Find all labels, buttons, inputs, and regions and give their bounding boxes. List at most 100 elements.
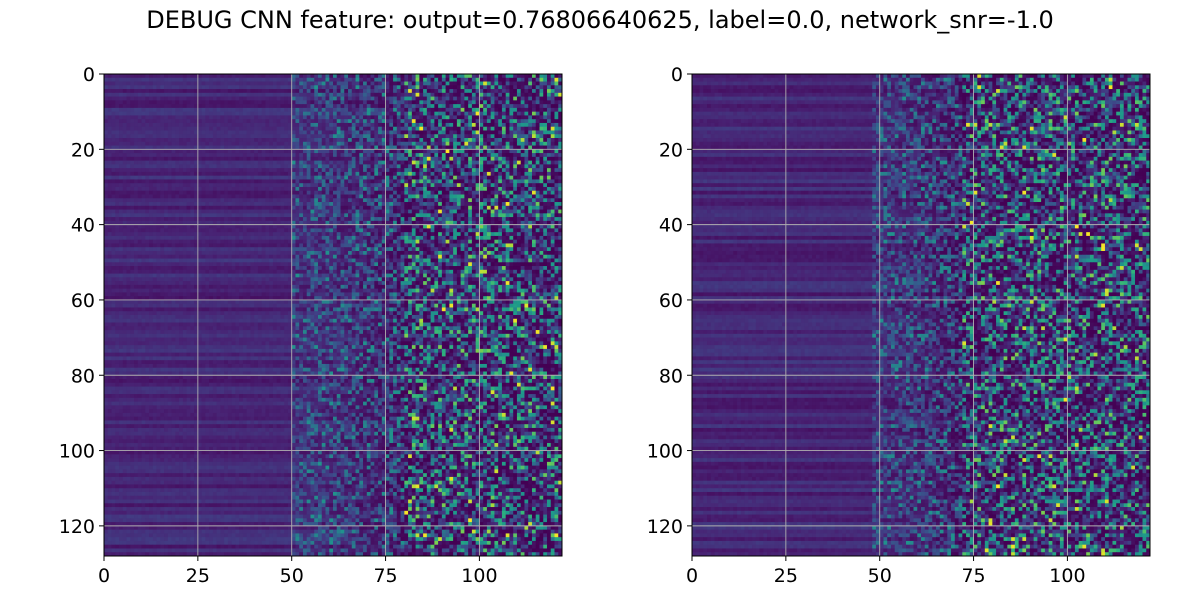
heatmap-cell <box>442 172 446 176</box>
heatmap-cell <box>217 93 221 97</box>
heatmap-cell <box>265 123 269 127</box>
heatmap-cell <box>213 74 217 78</box>
heatmap-cell <box>509 210 513 214</box>
heatmap-cell <box>142 112 146 116</box>
heatmap-cell <box>513 176 517 180</box>
heatmap-cell <box>262 85 266 89</box>
heatmap-cell <box>367 187 371 191</box>
heatmap-cell <box>273 138 277 142</box>
heatmap-cell <box>374 202 378 206</box>
heatmap-cell <box>108 206 112 210</box>
heatmap-cell <box>416 119 420 123</box>
heatmap-cell <box>209 119 213 123</box>
heatmap-cell <box>247 176 251 180</box>
heatmap-cell <box>322 202 326 206</box>
heatmap-cell <box>487 195 491 199</box>
heatmap-cell <box>172 195 176 199</box>
heatmap-cell <box>292 179 296 183</box>
heatmap-cell <box>134 108 138 112</box>
heatmap-cell <box>491 161 495 165</box>
heatmap-cell <box>164 142 168 146</box>
heatmap-cell <box>502 213 506 217</box>
heatmap-cell <box>547 149 551 153</box>
heatmap-cell <box>416 82 420 86</box>
heatmap-cell <box>502 85 506 89</box>
heatmap-cell <box>528 195 532 199</box>
heatmap-cell <box>483 206 487 210</box>
heatmap-cell <box>521 134 525 138</box>
heatmap-cell <box>539 195 543 199</box>
heatmap-cell <box>247 210 251 214</box>
heatmap-cell <box>498 97 502 101</box>
heatmap-cell <box>389 108 393 112</box>
heatmap-cell <box>217 191 221 195</box>
heatmap-cell <box>547 206 551 210</box>
heatmap-cell <box>269 123 273 127</box>
heatmap-cell <box>119 161 123 165</box>
heatmap-cell <box>532 115 536 119</box>
heatmap-cell <box>378 164 382 168</box>
heatmap-cell <box>348 138 352 142</box>
heatmap-cell <box>205 115 209 119</box>
heatmap-cell <box>341 168 345 172</box>
heatmap-cell <box>344 104 348 108</box>
heatmap-cell <box>371 123 375 127</box>
heatmap-cell <box>205 225 209 229</box>
heatmap-cell <box>175 153 179 157</box>
heatmap-cell <box>329 108 333 112</box>
heatmap-cell <box>228 176 232 180</box>
heatmap-cell <box>461 138 465 142</box>
heatmap-cell <box>329 74 333 78</box>
heatmap-cell <box>404 112 408 116</box>
heatmap-cell <box>112 97 116 101</box>
heatmap-cell <box>464 168 468 172</box>
heatmap-cell <box>453 134 457 138</box>
heatmap-cell <box>442 187 446 191</box>
heatmap-cell <box>352 100 356 104</box>
heatmap-cell <box>517 138 521 142</box>
heatmap-cell <box>243 142 247 146</box>
heatmap-cell <box>295 225 299 229</box>
heatmap-cell <box>164 130 168 134</box>
heatmap-cell <box>213 157 217 161</box>
heatmap-cell <box>468 82 472 86</box>
heatmap-cell <box>217 119 221 123</box>
heatmap-cell <box>322 153 326 157</box>
heatmap-cell <box>483 225 487 229</box>
heatmap-cell <box>142 217 146 221</box>
heatmap-cell <box>213 93 217 97</box>
heatmap-cell <box>352 157 356 161</box>
heatmap-cell <box>258 217 262 221</box>
heatmap-cell <box>265 138 269 142</box>
heatmap-cell <box>329 138 333 142</box>
heatmap-cell <box>108 123 112 127</box>
heatmap-cell <box>479 183 483 187</box>
heatmap-cell <box>104 213 108 217</box>
heatmap-cell <box>224 74 228 78</box>
heatmap-cell <box>209 134 213 138</box>
heatmap-cell <box>228 130 232 134</box>
heatmap-cell <box>551 187 555 191</box>
heatmap-cell <box>356 195 360 199</box>
heatmap-cell <box>243 210 247 214</box>
heatmap-cell <box>224 78 228 82</box>
heatmap-cell <box>329 112 333 116</box>
heatmap-cell <box>506 104 510 108</box>
heatmap-cell <box>239 164 243 168</box>
heatmap-cell <box>303 112 307 116</box>
heatmap-cell <box>408 123 412 127</box>
heatmap-cell <box>487 225 491 229</box>
heatmap-cell <box>427 179 431 183</box>
heatmap-cell <box>142 213 146 217</box>
heatmap-cell <box>307 172 311 176</box>
heatmap-cell <box>359 112 363 116</box>
heatmap-cell <box>254 112 258 116</box>
heatmap-cell <box>104 168 108 172</box>
heatmap-cell <box>487 134 491 138</box>
heatmap-cell <box>138 104 142 108</box>
heatmap-cell <box>329 213 333 217</box>
heatmap-cell <box>348 100 352 104</box>
heatmap-cell <box>427 157 431 161</box>
heatmap-cell <box>172 206 176 210</box>
heatmap-cell <box>153 138 157 142</box>
